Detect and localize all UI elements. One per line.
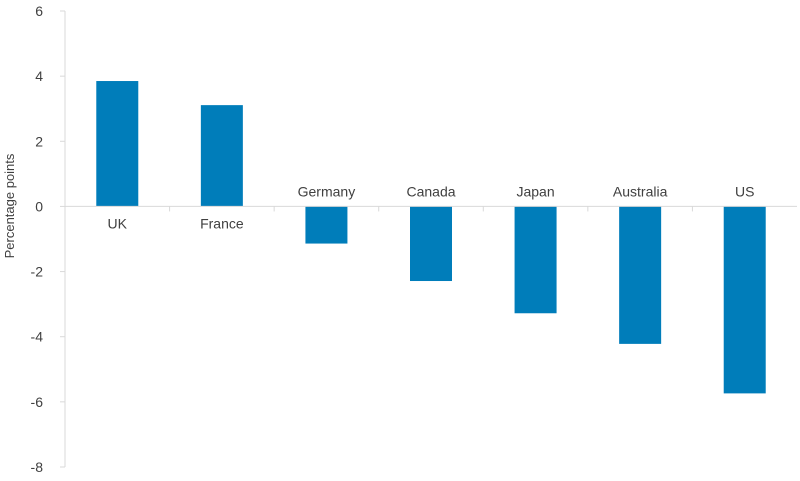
y-tick-label: -2 <box>31 264 44 280</box>
y-tick-label: -6 <box>31 394 44 410</box>
x-category-label: Australia <box>613 183 668 199</box>
y-tick-label: -4 <box>31 329 44 345</box>
bar-germany <box>305 206 348 244</box>
y-tick-label: -8 <box>31 459 44 475</box>
bar-france <box>200 105 243 207</box>
x-category-label: Canada <box>406 183 455 199</box>
x-category-label: Japan <box>516 183 554 199</box>
bar-japan <box>514 206 557 314</box>
x-category-label: Germany <box>298 183 356 199</box>
y-axis-label: Percentage points <box>2 153 17 258</box>
bar-australia <box>619 206 662 344</box>
x-category-label: US <box>735 183 754 199</box>
bar-canada <box>410 206 452 282</box>
bar-uk <box>96 81 139 207</box>
y-tick-label: 0 <box>35 198 43 214</box>
y-tick-label: 2 <box>35 133 43 149</box>
y-tick-label: 6 <box>35 3 43 19</box>
bar-us <box>723 206 766 394</box>
x-category-label: France <box>200 215 244 231</box>
y-tick-label: 4 <box>35 68 43 84</box>
x-category-label: UK <box>108 215 128 231</box>
